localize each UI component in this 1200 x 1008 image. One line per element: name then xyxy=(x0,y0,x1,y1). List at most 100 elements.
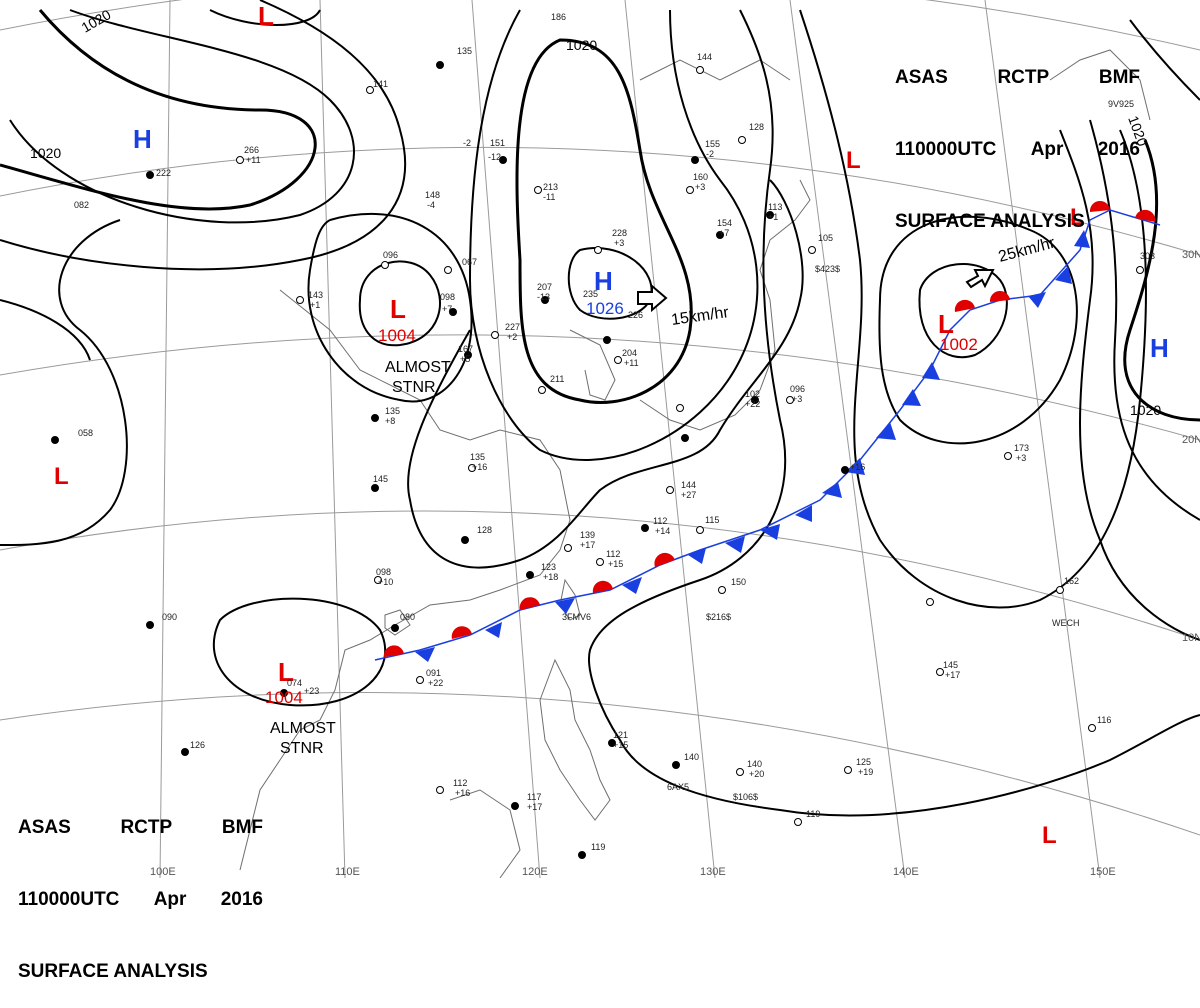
station-symbol xyxy=(371,414,379,422)
station-value: +1 xyxy=(310,300,320,310)
low-center-letter: L xyxy=(258,1,274,31)
station-symbol xyxy=(436,786,444,794)
station-symbol xyxy=(526,571,534,579)
station-symbol xyxy=(181,748,189,756)
cold-front-symbol xyxy=(622,577,642,594)
station-value: +7 xyxy=(719,228,729,238)
station-symbol xyxy=(391,624,399,632)
isobar-central-east xyxy=(588,9,1200,817)
high-center-letter: H xyxy=(594,266,613,296)
title-line-1: ASAS RCTP BMF xyxy=(18,816,263,840)
station-symbol xyxy=(564,544,572,552)
station-value: +20 xyxy=(749,769,764,779)
station-symbol xyxy=(534,186,542,194)
station-symbol xyxy=(738,136,746,144)
station-value: +10 xyxy=(378,577,393,587)
station-symbol xyxy=(464,351,472,359)
longitude-labels: 100E 110E 120E 130E 140E 150E xyxy=(150,866,1116,878)
station-value: +23 xyxy=(304,686,319,696)
isobar-label: 1020 xyxy=(566,37,597,53)
station-value: 228 xyxy=(612,228,627,238)
station-value: 067 xyxy=(462,257,477,267)
station-value: 139 xyxy=(580,530,595,540)
low-center-note: ALMOST xyxy=(270,720,336,737)
station-value: -2 xyxy=(706,149,714,159)
warm-front-symbol xyxy=(451,626,472,639)
station-value: +5 xyxy=(460,354,470,364)
station-value: 207 xyxy=(537,282,552,292)
station-value: 113 xyxy=(768,202,782,212)
warm-front-symbol xyxy=(519,597,540,610)
station-symbol xyxy=(672,761,680,769)
isobar-label: 1020 xyxy=(1130,402,1161,418)
isobars xyxy=(0,0,1200,817)
station-value: 125 xyxy=(856,757,871,767)
station-value: 119 xyxy=(806,809,820,819)
station-value: 119 xyxy=(591,842,605,852)
station-symbol xyxy=(449,308,457,316)
title-product: SURFACE ANALYSIS xyxy=(895,211,1085,232)
station-symbol xyxy=(926,598,934,606)
longitude-line-110e xyxy=(319,0,346,878)
station-value: 082 xyxy=(74,200,89,210)
station-value: 143 xyxy=(308,290,323,300)
isobar-label: 1020 xyxy=(30,145,61,161)
station-value: 141 xyxy=(373,79,388,89)
coastline-hainan xyxy=(384,609,411,636)
station-value: +19 xyxy=(858,767,873,777)
cold-front-symbols xyxy=(415,230,1090,662)
station-value: 074 xyxy=(287,678,302,688)
high-center-letter: H xyxy=(1150,333,1169,363)
title-time: 110000UTC xyxy=(895,139,997,160)
station-symbol xyxy=(236,156,244,164)
title-office-code: BMF xyxy=(1098,67,1140,88)
station-value: 096 xyxy=(790,384,805,394)
isobar-north-outer xyxy=(9,9,355,224)
station-value: +16 xyxy=(472,462,487,472)
station-value: 058 xyxy=(78,428,93,438)
station-symbol xyxy=(366,86,374,94)
warm-front-symbol xyxy=(592,580,613,593)
station-symbol xyxy=(51,436,59,444)
warm-front-symbol xyxy=(383,645,404,657)
station-symbol xyxy=(844,766,852,774)
isobar-low-1004-north-outer xyxy=(307,212,473,403)
low-center-letter: L xyxy=(846,147,861,174)
station-value: 112 xyxy=(453,778,467,788)
station-symbol xyxy=(596,558,604,566)
station-symbol xyxy=(608,739,616,747)
station-value: 222 xyxy=(156,168,171,178)
low-center-letter: L xyxy=(1070,204,1085,231)
coastline-kamchatka xyxy=(1049,49,1151,121)
pressure-centers: H L H 1026 L 1004 ALMOST STNR L 1002 L 1… xyxy=(54,1,1169,849)
station-symbol xyxy=(1088,724,1096,732)
station-symbol xyxy=(716,231,724,239)
title-issuer-code: RCTP xyxy=(997,67,1050,88)
title-month: Apr xyxy=(153,889,187,910)
station-value: $216$ xyxy=(706,612,731,622)
warm-front-symbols xyxy=(383,200,1156,657)
station-symbol xyxy=(1056,586,1064,594)
station-value: 116 xyxy=(1097,715,1111,725)
station-value: 173 xyxy=(1014,443,1029,453)
station-value: 154 xyxy=(717,218,732,228)
station-value: 128 xyxy=(477,525,492,535)
station-symbol xyxy=(296,296,304,304)
station-value: +18 xyxy=(543,572,558,582)
high-center-value: 1026 xyxy=(586,299,624,318)
title-time: 110000UTC xyxy=(18,889,120,910)
title-product: SURFACE ANALYSIS xyxy=(18,961,208,982)
station-value: 140 xyxy=(747,759,762,769)
station-value: 144 xyxy=(681,480,696,490)
warm-front-symbol xyxy=(1089,200,1110,212)
motion-arrow-central-high xyxy=(637,283,668,313)
cold-front-symbol xyxy=(688,548,706,564)
station-value: +11 xyxy=(624,358,639,368)
motion-arrows xyxy=(637,269,995,313)
latitude-line-20n xyxy=(0,334,1200,441)
low-center-letter: L xyxy=(390,294,406,324)
station-symbol xyxy=(468,464,476,472)
cold-front-symbol xyxy=(1074,230,1090,248)
coastline-borneo xyxy=(449,789,521,878)
station-value: 155 xyxy=(705,139,720,149)
